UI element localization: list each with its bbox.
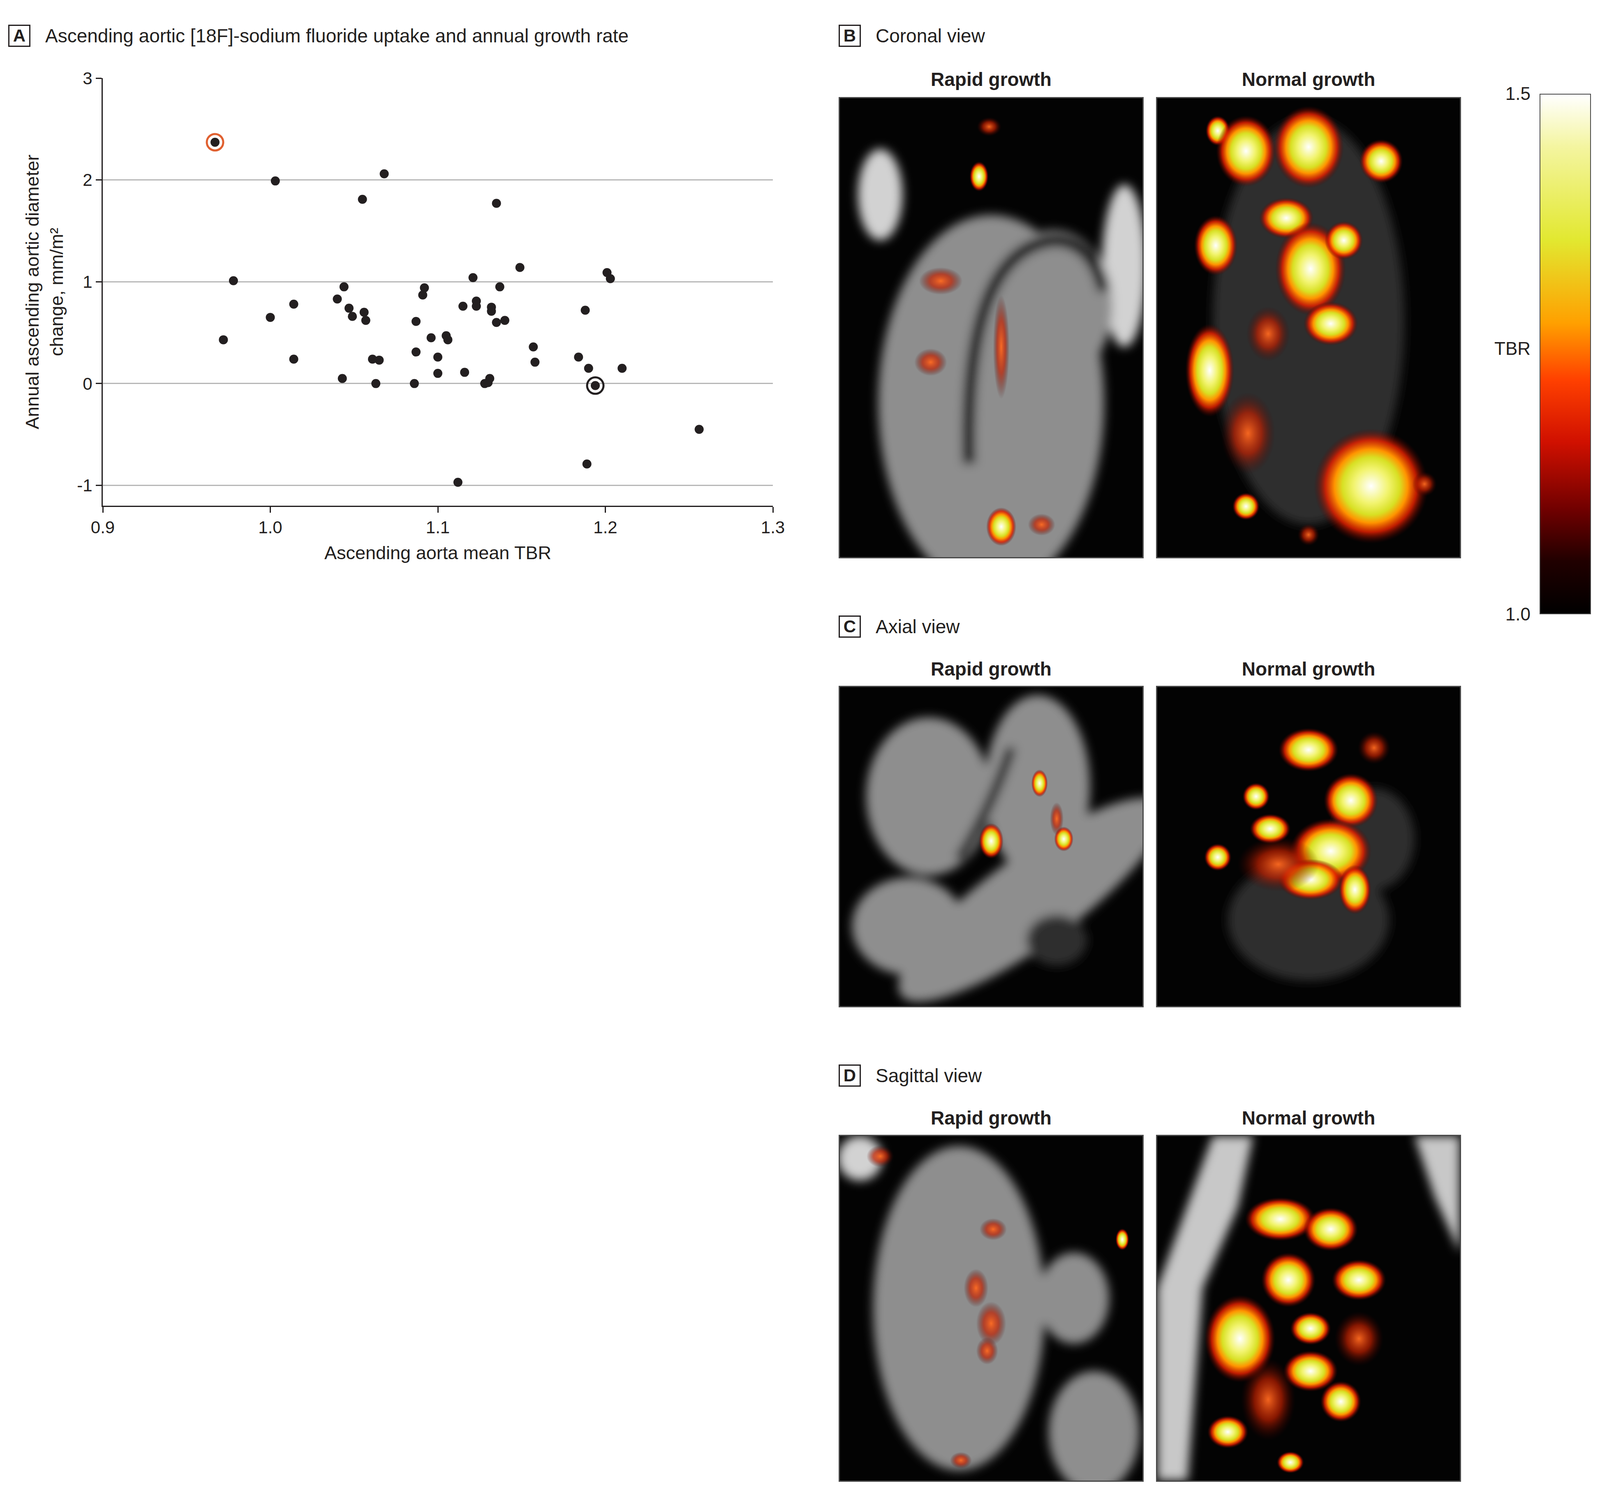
html-text:Normal growth: Normal growth — [1241, 1107, 1376, 1129]
html-text:1.5: 1.5 — [1505, 83, 1531, 104]
html-text:B: B — [843, 25, 856, 46]
svg-text:-1: -1 — [76, 475, 93, 495]
html-text:Sagittal view: Sagittal view — [875, 1064, 982, 1087]
svg-text:1.1: 1.1 — [425, 517, 450, 537]
html-text:Normal growth: Normal growth — [1241, 658, 1376, 680]
svg-text:1.0: 1.0 — [258, 517, 283, 537]
svg-text:Annual ascending aortic diamet: Annual ascending aortic diameterchange, … — [21, 154, 68, 430]
svg-text:1.2: 1.2 — [593, 517, 618, 537]
html-text:Coronal view: Coronal view — [875, 25, 985, 47]
html-text:Ascending aortic [18F]-sodium: Ascending aortic [18F]-sodium fluoride u… — [45, 25, 629, 47]
html-text:Rapid growth: Rapid growth — [930, 658, 1052, 680]
html-text:A: A — [13, 25, 26, 46]
html-text:Rapid growth: Rapid growth — [930, 68, 1052, 91]
html-text:1.0: 1.0 — [1505, 603, 1531, 625]
svg-text:0.9: 0.9 — [90, 517, 115, 537]
svg-text:2: 2 — [82, 170, 93, 190]
svg-text:Ascending aorta mean TBR: Ascending aorta mean TBR — [324, 542, 552, 564]
svg-text:3: 3 — [82, 68, 93, 88]
svg-text:1: 1 — [82, 272, 93, 292]
html-text:Axial view: Axial view — [875, 615, 960, 638]
html-text:TBR: TBR — [1494, 338, 1531, 359]
html-text:Rapid growth: Rapid growth — [930, 1107, 1052, 1129]
svg-text:1.3: 1.3 — [760, 517, 785, 537]
html-text:Normal growth: Normal growth — [1241, 68, 1376, 91]
html-text:D: D — [843, 1065, 856, 1085]
html-text:C: C — [843, 616, 856, 636]
svg-text:0: 0 — [82, 374, 93, 394]
